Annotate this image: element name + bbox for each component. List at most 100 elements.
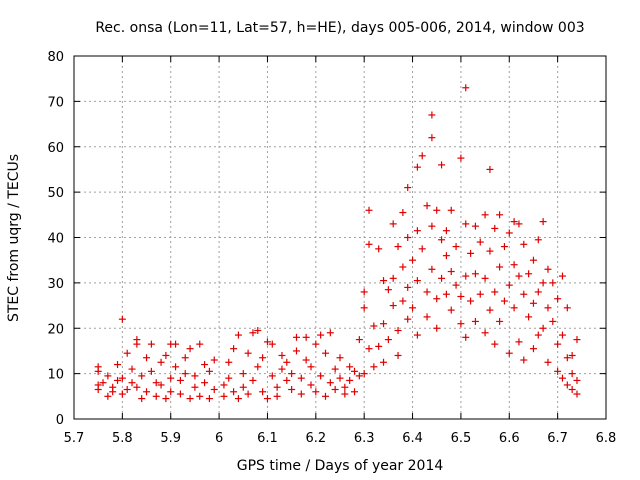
data-point [94,386,102,394]
data-point [234,331,242,339]
data-point [452,243,460,251]
x-tick-label: 5.9 [160,431,181,446]
data-point [496,211,504,219]
data-point [336,354,344,362]
axes: 5.7 5.8 5.9 6 6.1 6.2 6.3 6.4 6.5 6.6 6.7 6.8 0 10 20 3… [47,50,616,446]
data-point [404,184,412,192]
y-tick-label: 20 [47,322,64,337]
data-point [447,206,455,214]
data-point [442,290,450,298]
data-point [413,227,421,235]
data-point [230,345,238,353]
data-point [389,220,397,228]
data-point [133,383,141,391]
data-point [428,134,436,142]
data-point [176,376,184,384]
data-point [534,288,542,296]
data-point [491,224,499,232]
data-point [520,240,528,248]
data-point [143,388,151,396]
data-point [573,390,581,398]
data-point [418,152,426,160]
data-point [326,329,334,337]
data-point [544,358,552,366]
data-point [312,340,320,348]
data-point [283,358,291,366]
data-point [380,358,388,366]
data-point [413,277,421,285]
data-point [481,211,489,219]
y-tick-label: 40 [47,232,64,247]
data-point [457,154,465,162]
data-point [442,252,450,260]
data-point [442,227,450,235]
data-point [331,386,339,394]
data-point [539,218,547,226]
data-point [181,370,189,378]
data-point [529,299,537,307]
data-point [162,351,170,359]
data-point [568,370,576,378]
data-point [268,340,276,348]
data-point [307,363,315,371]
data-point [476,238,484,246]
y-tick-label: 80 [47,50,64,65]
x-tick-label: 6 [215,431,223,446]
data-point [394,327,402,335]
data-point [433,295,441,303]
data-point [341,390,349,398]
data-point [210,386,218,394]
data-point [351,367,359,375]
data-point [191,383,199,391]
data-point [210,356,218,364]
x-axis-label: GPS time / Days of year 2014 [237,458,444,474]
data-point [336,374,344,382]
data-point [307,381,315,389]
data-point [220,392,228,400]
data-point [355,372,363,380]
y-tick-label: 70 [47,95,64,110]
grid [74,56,606,419]
data-point [438,236,446,244]
data-point [128,365,136,373]
data-point [394,351,402,359]
data-point [230,388,238,396]
data-point [413,331,421,339]
data-point [196,392,204,400]
data-point [196,340,204,348]
y-tick-label: 30 [47,277,64,292]
data-point [544,304,552,312]
data-point [394,243,402,251]
data-point [317,331,325,339]
data-point [510,218,518,226]
data-point [297,390,305,398]
data-point [118,374,126,382]
data-point [268,372,276,380]
data-point [292,347,300,355]
data-point [191,372,199,380]
data-point [568,351,576,359]
data-point [147,340,155,348]
data-points [94,84,581,403]
data-point [413,163,421,171]
x-tick-label: 6.3 [354,431,375,446]
data-point [205,395,213,403]
x-tick-label: 5.7 [64,431,85,446]
data-point [297,374,305,382]
data-point [529,256,537,264]
x-tick-label: 6.4 [402,431,423,446]
data-point [433,324,441,332]
data-point [457,292,465,300]
data-point [365,240,373,248]
data-point [244,349,252,357]
data-point [409,304,417,312]
data-point [312,388,320,396]
data-point [496,317,504,325]
data-point [534,331,542,339]
data-point [123,386,131,394]
x-tick-label: 6.5 [451,431,472,446]
data-point [481,329,489,337]
data-point [273,392,281,400]
data-point [259,388,267,396]
